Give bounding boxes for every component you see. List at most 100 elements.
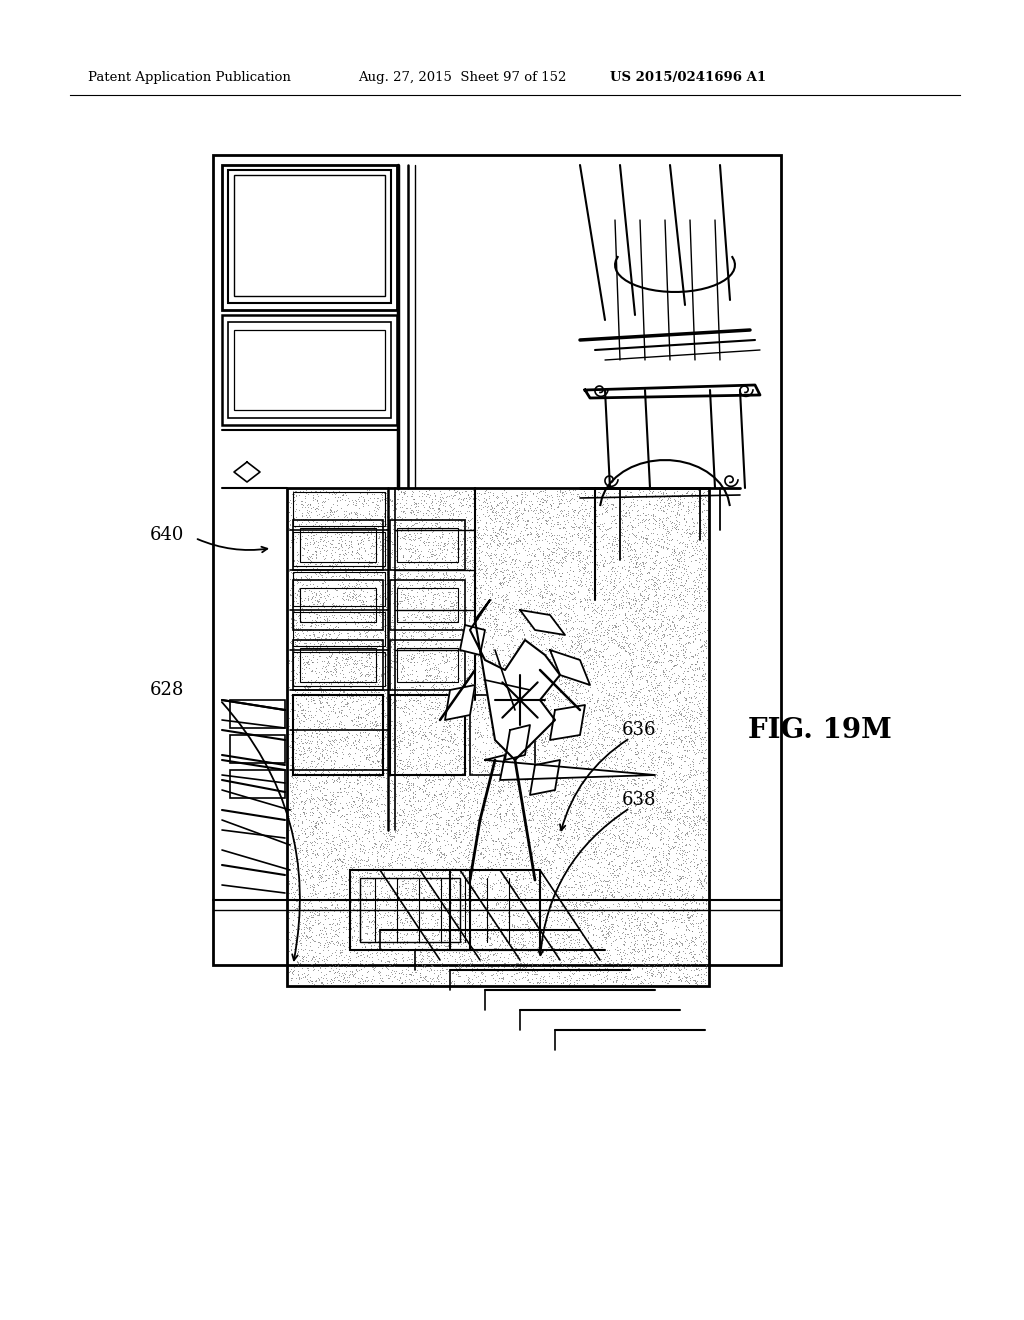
Point	[666, 945, 682, 966]
Point	[460, 750, 476, 771]
Point	[287, 762, 303, 783]
Point	[672, 809, 688, 830]
Point	[455, 548, 471, 569]
Point	[303, 851, 319, 873]
Point	[538, 939, 554, 960]
Point	[305, 594, 322, 615]
Point	[466, 781, 482, 803]
Point	[632, 915, 648, 936]
Point	[486, 804, 503, 825]
Point	[666, 655, 682, 676]
Point	[646, 579, 663, 601]
Point	[447, 803, 464, 824]
Point	[454, 544, 470, 565]
Point	[509, 904, 525, 925]
Point	[510, 652, 526, 673]
Point	[418, 965, 434, 986]
Point	[534, 585, 550, 606]
Point	[530, 890, 547, 911]
Point	[486, 564, 503, 585]
Point	[357, 516, 374, 537]
Point	[435, 919, 452, 940]
Point	[542, 574, 558, 595]
Point	[537, 661, 553, 682]
Point	[627, 704, 643, 725]
Point	[430, 847, 446, 869]
Point	[500, 667, 516, 688]
Point	[534, 639, 550, 660]
Point	[645, 504, 662, 525]
Point	[638, 612, 654, 634]
Point	[377, 809, 393, 830]
Point	[453, 814, 469, 836]
Point	[307, 845, 324, 866]
Point	[451, 750, 467, 771]
Point	[688, 532, 705, 553]
Point	[338, 917, 354, 939]
Point	[392, 923, 409, 944]
Point	[544, 882, 560, 903]
Point	[367, 612, 383, 634]
Point	[388, 682, 404, 704]
Point	[428, 968, 444, 989]
Point	[653, 536, 670, 557]
Point	[528, 911, 545, 932]
Point	[620, 837, 636, 858]
Point	[419, 684, 435, 705]
Point	[679, 805, 695, 826]
Point	[628, 710, 644, 731]
Point	[384, 544, 400, 565]
Point	[646, 895, 663, 916]
Point	[513, 789, 529, 810]
Point	[302, 661, 318, 682]
Point	[322, 746, 338, 767]
Point	[556, 841, 572, 862]
Point	[605, 552, 622, 573]
Point	[670, 690, 686, 711]
Point	[399, 671, 416, 692]
Point	[677, 739, 693, 760]
Point	[304, 803, 321, 824]
Point	[430, 544, 446, 565]
Point	[308, 722, 325, 743]
Point	[289, 787, 305, 808]
Point	[430, 813, 446, 834]
Point	[496, 539, 512, 560]
Point	[349, 651, 366, 672]
Point	[519, 705, 536, 726]
Point	[420, 887, 436, 908]
Point	[306, 912, 323, 933]
Point	[582, 574, 598, 595]
Point	[342, 772, 358, 793]
Point	[534, 491, 550, 512]
Point	[476, 799, 493, 820]
Point	[565, 669, 582, 690]
Point	[550, 686, 566, 708]
Point	[495, 672, 511, 693]
Point	[431, 875, 447, 896]
Point	[387, 586, 403, 607]
Point	[562, 638, 579, 659]
Point	[466, 898, 482, 919]
Point	[577, 482, 593, 503]
Point	[487, 744, 504, 766]
Point	[538, 701, 554, 722]
Point	[347, 543, 364, 564]
Point	[406, 644, 422, 665]
Point	[360, 904, 377, 925]
Point	[376, 552, 392, 573]
Point	[626, 610, 642, 631]
Point	[471, 523, 487, 544]
Point	[580, 520, 596, 541]
Point	[667, 916, 683, 937]
Point	[380, 667, 396, 688]
Point	[335, 483, 351, 504]
Point	[315, 935, 332, 956]
Point	[562, 801, 579, 822]
Point	[369, 894, 385, 915]
Point	[324, 605, 340, 626]
Point	[312, 957, 329, 978]
Point	[505, 784, 521, 805]
Point	[344, 692, 360, 713]
Point	[379, 709, 395, 730]
